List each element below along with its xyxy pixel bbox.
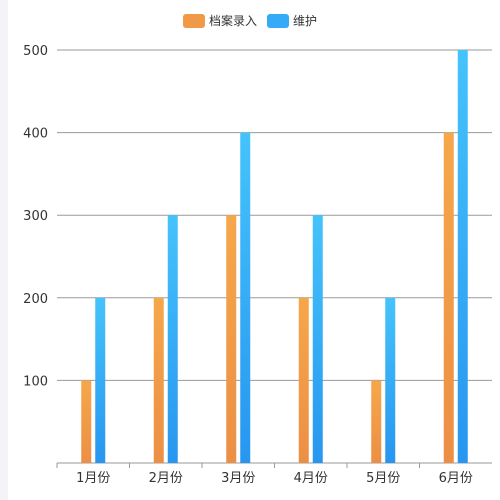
bar-series-0-1[interactable] [153, 297, 164, 463]
bar-series-1-0[interactable] [95, 297, 106, 463]
bar-series-1-2[interactable] [240, 132, 251, 463]
bar-series-1-3[interactable] [312, 215, 323, 463]
chart-legend: 档案录入 维护 [0, 12, 500, 29]
bar-series-1-1[interactable] [167, 215, 178, 463]
legend-label-series-0: 档案录入 [208, 14, 257, 28]
y-tick-label: 300 [23, 209, 48, 224]
legend-swatch-series-1 [267, 13, 289, 28]
bar-series-0-4[interactable] [371, 380, 382, 463]
x-tick-label: 4月份 [294, 471, 328, 486]
legend-item-series-0[interactable]: 档案录入 [182, 12, 257, 29]
x-tick-label: 2月份 [149, 471, 183, 486]
bar-series-0-0[interactable] [81, 380, 92, 463]
y-tick-label: 100 [23, 374, 48, 389]
bar-series-1-5[interactable] [457, 50, 468, 463]
legend-item-series-1[interactable]: 维护 [267, 12, 317, 29]
x-tick-label: 3月份 [221, 471, 255, 486]
x-tick-label: 6月份 [439, 471, 473, 486]
y-tick-label: 200 [23, 292, 48, 307]
bar-series-1-4[interactable] [385, 297, 396, 463]
legend-swatch-series-0 [182, 13, 205, 28]
legend-label-series-1: 维护 [293, 14, 318, 28]
x-tick-label: 5月份 [366, 471, 400, 486]
bar-series-0-3[interactable] [298, 297, 309, 463]
bar-series-0-2[interactable] [226, 215, 237, 463]
bar-series-0-5[interactable] [443, 132, 454, 463]
y-tick-label: 500 [23, 44, 48, 59]
x-tick-label: 1月份 [76, 471, 110, 486]
y-tick-label: 400 [23, 127, 48, 142]
